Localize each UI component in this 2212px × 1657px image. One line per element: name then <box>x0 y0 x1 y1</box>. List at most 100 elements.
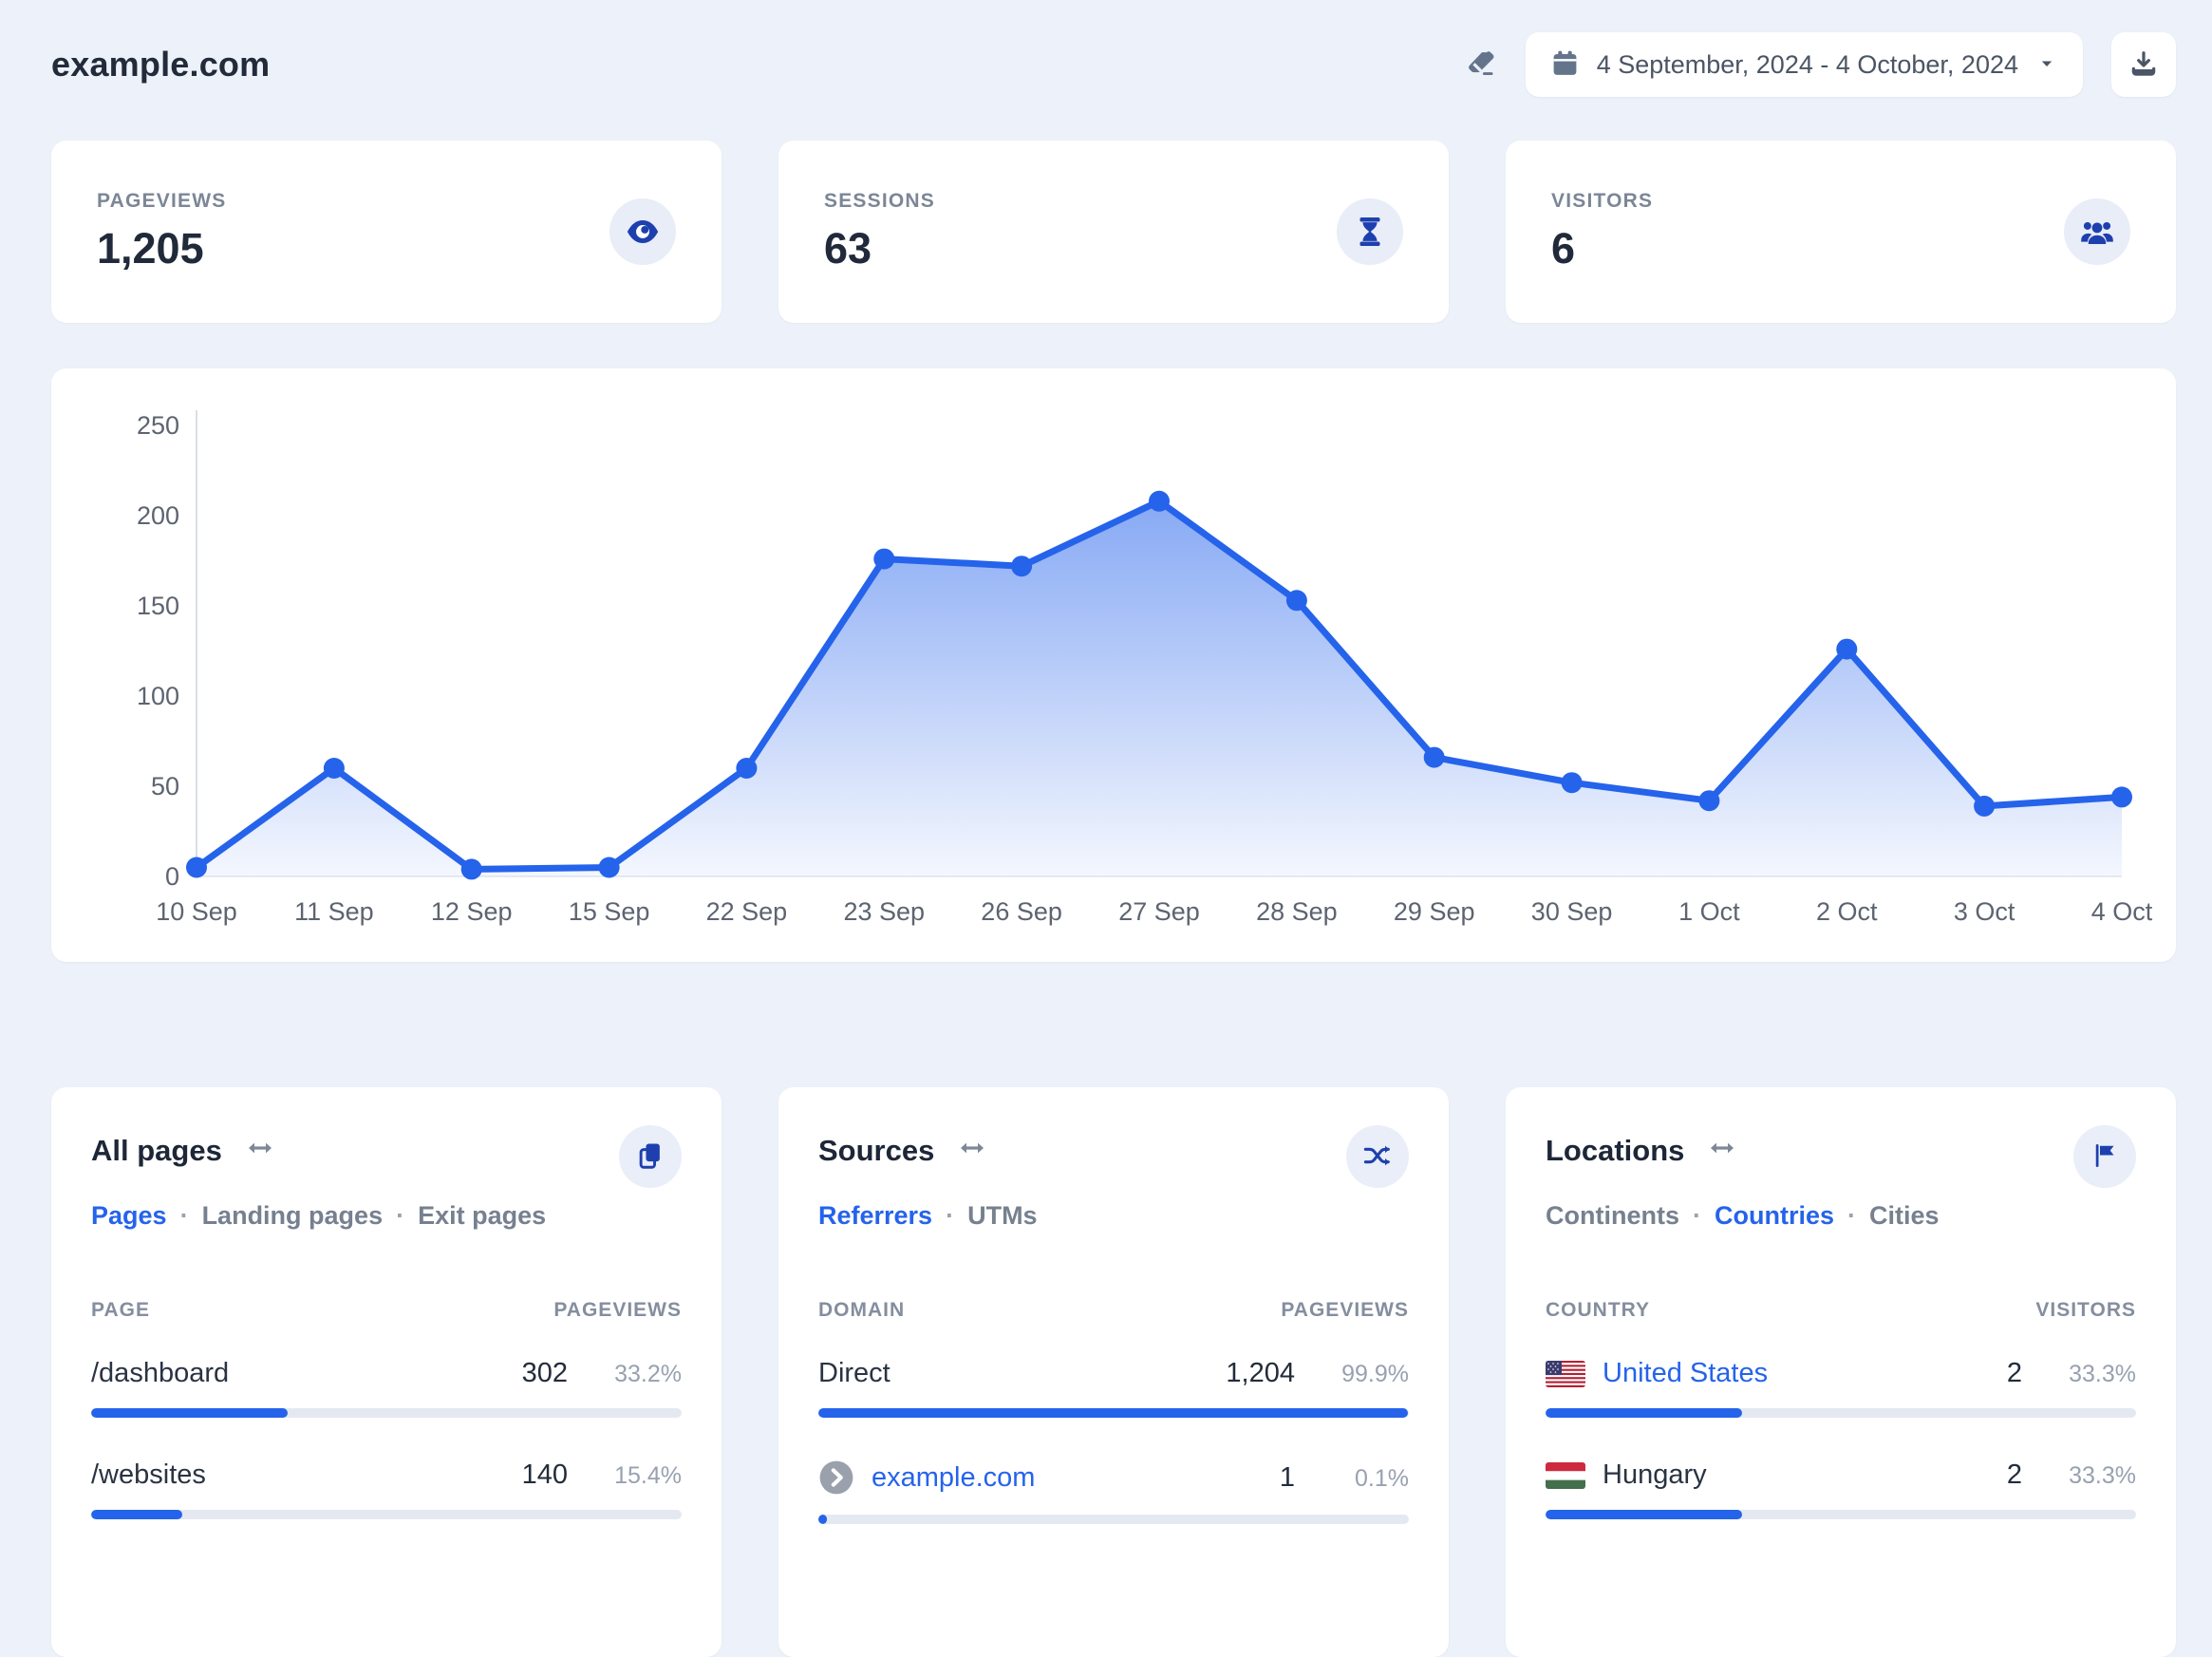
column-header-pageviews: PAGEVIEWS <box>1281 1299 1409 1321</box>
table-row: example.com 1 0.1% <box>818 1459 1409 1524</box>
table-row: /dashboard 302 33.2% <box>91 1358 682 1418</box>
breakdown-panels: All pages <box>51 1087 2176 1657</box>
row-value: 1,204 <box>1226 1358 1295 1388</box>
site-title: example.com <box>51 45 271 84</box>
stat-value: 6 <box>1551 224 1576 273</box>
tab-cities[interactable]: Cities <box>1869 1201 1940 1230</box>
tab-utms[interactable]: UTMs <box>967 1201 1038 1230</box>
stat-value: 1,205 <box>97 224 204 273</box>
progress-bar <box>91 1408 682 1418</box>
row-value: 2 <box>2006 1459 2022 1490</box>
column-header-pageviews: PAGEVIEWS <box>553 1299 682 1321</box>
flag-icon <box>2090 1141 2119 1173</box>
svg-text:29 Sep: 29 Sep <box>1394 897 1475 926</box>
row-value: 140 <box>521 1459 568 1490</box>
row-percent: 15.4% <box>614 1462 682 1489</box>
table-header: DOMAIN PAGEVIEWS <box>818 1299 1409 1322</box>
hourglass-icon <box>1337 198 1403 265</box>
page-name[interactable]: /websites <box>91 1459 206 1490</box>
tab-referrers[interactable]: Referrers <box>818 1201 933 1230</box>
svg-text:11 Sep: 11 Sep <box>294 897 374 926</box>
tab-separator <box>180 1201 189 1231</box>
row-percent: 0.1% <box>1355 1464 1409 1492</box>
row-value: 2 <box>2006 1358 2022 1388</box>
locations-tabs: Continents Countries Cities <box>1546 1201 2136 1231</box>
svg-text:30 Sep: 30 Sep <box>1531 897 1613 926</box>
stat-label: SESSIONS <box>824 190 935 212</box>
stat-label: VISITORS <box>1551 190 1654 212</box>
tab-continents[interactable]: Continents <box>1546 1201 1679 1230</box>
tab-separator <box>396 1201 404 1231</box>
panel-locations: Locations <box>1506 1087 2176 1657</box>
svg-text:15 Sep: 15 Sep <box>569 897 650 926</box>
progress-bar <box>1546 1408 2136 1418</box>
tab-separator <box>1847 1201 1856 1231</box>
top-bar-actions: 4 September, 2024 - 4 October, 2024 <box>1465 32 2176 97</box>
tab-separator <box>1693 1201 1701 1231</box>
table-header: PAGE PAGEVIEWS <box>91 1299 682 1322</box>
pageviews-area-chart[interactable]: 0 50 100 150 200 250 10 Sep 11 Sep 12 Sep 15 Sep 2… <box>89 397 2153 943</box>
svg-text:12 Sep: 12 Sep <box>431 897 513 926</box>
table-row: United States 2 33.3% <box>1546 1358 2136 1418</box>
shuffle-icon <box>1362 1140 1393 1174</box>
source-name[interactable]: example.com <box>872 1461 1036 1493</box>
stat-card-visitors: VISITORS 6 <box>1506 141 2176 323</box>
row-value: 1 <box>1279 1461 1295 1493</box>
tab-separator <box>946 1201 954 1231</box>
table-row: /websites 140 15.4% <box>91 1459 682 1519</box>
horizontal-arrows-icon <box>957 1133 987 1168</box>
shuffle-action-button[interactable] <box>1346 1125 1409 1188</box>
pageviews-chart-card: 0 50 100 150 200 250 10 Sep 11 Sep 12 Sep 15 Sep 2… <box>51 368 2176 962</box>
svg-text:150: 150 <box>137 592 179 620</box>
panel-title: All pages <box>91 1133 222 1167</box>
panel-title: Sources <box>818 1133 935 1167</box>
stat-card-sessions: SESSIONS 63 <box>778 141 1449 323</box>
table-row: Direct 1,204 99.9% <box>818 1358 1409 1418</box>
stat-value: 63 <box>824 224 872 273</box>
country-name[interactable]: Hungary <box>1603 1459 1707 1490</box>
caret-down-icon <box>2035 52 2058 78</box>
svg-text:10 Sep: 10 Sep <box>156 897 237 926</box>
row-percent: 33.2% <box>614 1361 682 1387</box>
eraser-icon <box>1465 47 1497 83</box>
us-flag-icon <box>1546 1360 1585 1387</box>
svg-text:28 Sep: 28 Sep <box>1256 897 1338 926</box>
top-bar: example.com <box>51 23 2176 106</box>
horizontal-arrows-icon <box>245 1133 275 1168</box>
panel-sources: Sources <box>778 1087 1449 1657</box>
calendar-icon <box>1550 48 1580 81</box>
horizontal-arrows-icon <box>1707 1133 1737 1168</box>
tab-pages[interactable]: Pages <box>91 1201 167 1230</box>
progress-bar <box>818 1408 1409 1418</box>
country-name[interactable]: United States <box>1603 1358 1769 1388</box>
clear-filters-button[interactable] <box>1465 47 1497 83</box>
source-name[interactable]: Direct <box>818 1358 890 1388</box>
stat-card-pageviews: PAGEVIEWS 1,205 <box>51 141 722 323</box>
row-value: 302 <box>521 1358 568 1388</box>
svg-text:23 Sep: 23 Sep <box>844 897 926 926</box>
progress-bar <box>818 1515 1409 1524</box>
sources-tabs: Referrers UTMs <box>818 1201 1409 1231</box>
svg-text:3 Oct: 3 Oct <box>1954 897 2015 926</box>
tab-exit-pages[interactable]: Exit pages <box>418 1201 547 1230</box>
row-percent: 33.3% <box>2069 1462 2136 1489</box>
svg-text:4 Oct: 4 Oct <box>2091 897 2153 926</box>
table-header: COUNTRY VISITORS <box>1546 1299 2136 1322</box>
tab-landing-pages[interactable]: Landing pages <box>201 1201 384 1230</box>
flag-action-button[interactable] <box>2073 1125 2136 1188</box>
pages-action-button[interactable] <box>619 1125 682 1188</box>
chevron-circle-icon <box>818 1459 854 1496</box>
analytics-dashboard: example.com <box>0 23 2212 1657</box>
row-percent: 99.9% <box>1341 1361 1409 1387</box>
download-button[interactable] <box>2111 32 2176 97</box>
stat-label: PAGEVIEWS <box>97 190 227 212</box>
eye-icon <box>609 198 676 265</box>
panel-all-pages: All pages <box>51 1087 722 1657</box>
svg-text:200: 200 <box>137 501 179 530</box>
date-range-picker[interactable]: 4 September, 2024 - 4 October, 2024 <box>1525 32 2083 97</box>
svg-text:50: 50 <box>151 772 179 800</box>
stats-row: PAGEVIEWS 1,205 SESSIONS 63 <box>51 141 2176 323</box>
page-name[interactable]: /dashboard <box>91 1358 230 1388</box>
tab-countries[interactable]: Countries <box>1715 1201 1835 1230</box>
panel-title: Locations <box>1546 1133 1685 1167</box>
